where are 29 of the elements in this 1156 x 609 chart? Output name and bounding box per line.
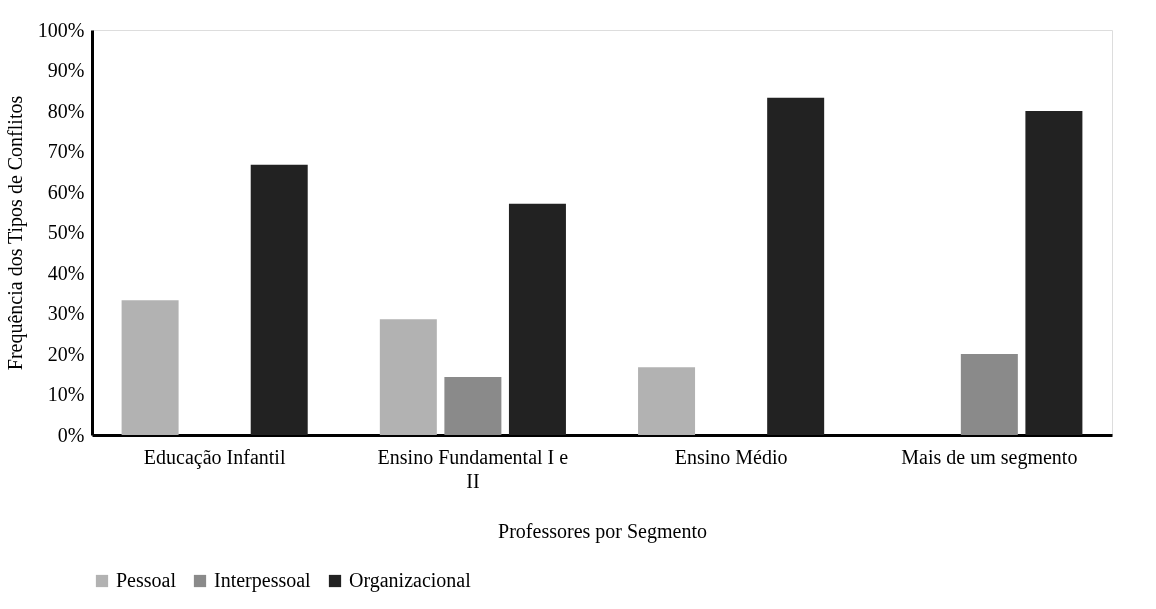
- y-tick-label: 0%: [57, 423, 85, 446]
- bar: [379, 319, 437, 435]
- bar: [121, 300, 179, 435]
- x-axis-title: Professores por Segmento: [498, 519, 707, 543]
- legend-label: Interpessoal: [214, 569, 312, 592]
- bar: [508, 203, 566, 435]
- y-tick-label: 90%: [47, 59, 85, 81]
- bar: [960, 354, 1018, 435]
- y-tick-label: 100%: [37, 18, 85, 41]
- bar: [444, 377, 502, 435]
- legend-label: Organizacional: [349, 569, 472, 592]
- y-tick-label: 10%: [47, 383, 85, 405]
- y-tick-label: 80%: [47, 99, 85, 122]
- y-tick-label: 30%: [47, 302, 85, 324]
- y-axis-title: Frequência dos Tipos de Conflitos: [3, 95, 27, 371]
- legend-label: Pessoal: [116, 569, 177, 591]
- x-tick-label: Educação Infantil: [143, 445, 286, 469]
- bar: [1025, 111, 1083, 435]
- y-tick-label: 60%: [47, 180, 85, 203]
- y-tick-label: 50%: [47, 221, 85, 243]
- y-tick-label: 20%: [47, 342, 85, 365]
- bar: [638, 367, 696, 435]
- x-tick-label: Mais de um segmento: [901, 445, 1078, 469]
- bar: [767, 97, 825, 435]
- x-tick-label: Ensino Fundamental I e II: [377, 445, 569, 492]
- y-tick-label: 70%: [47, 140, 85, 162]
- bar: [250, 164, 308, 435]
- y-tick-label: 40%: [47, 261, 85, 284]
- x-tick-label: Ensino Médio: [674, 445, 788, 468]
